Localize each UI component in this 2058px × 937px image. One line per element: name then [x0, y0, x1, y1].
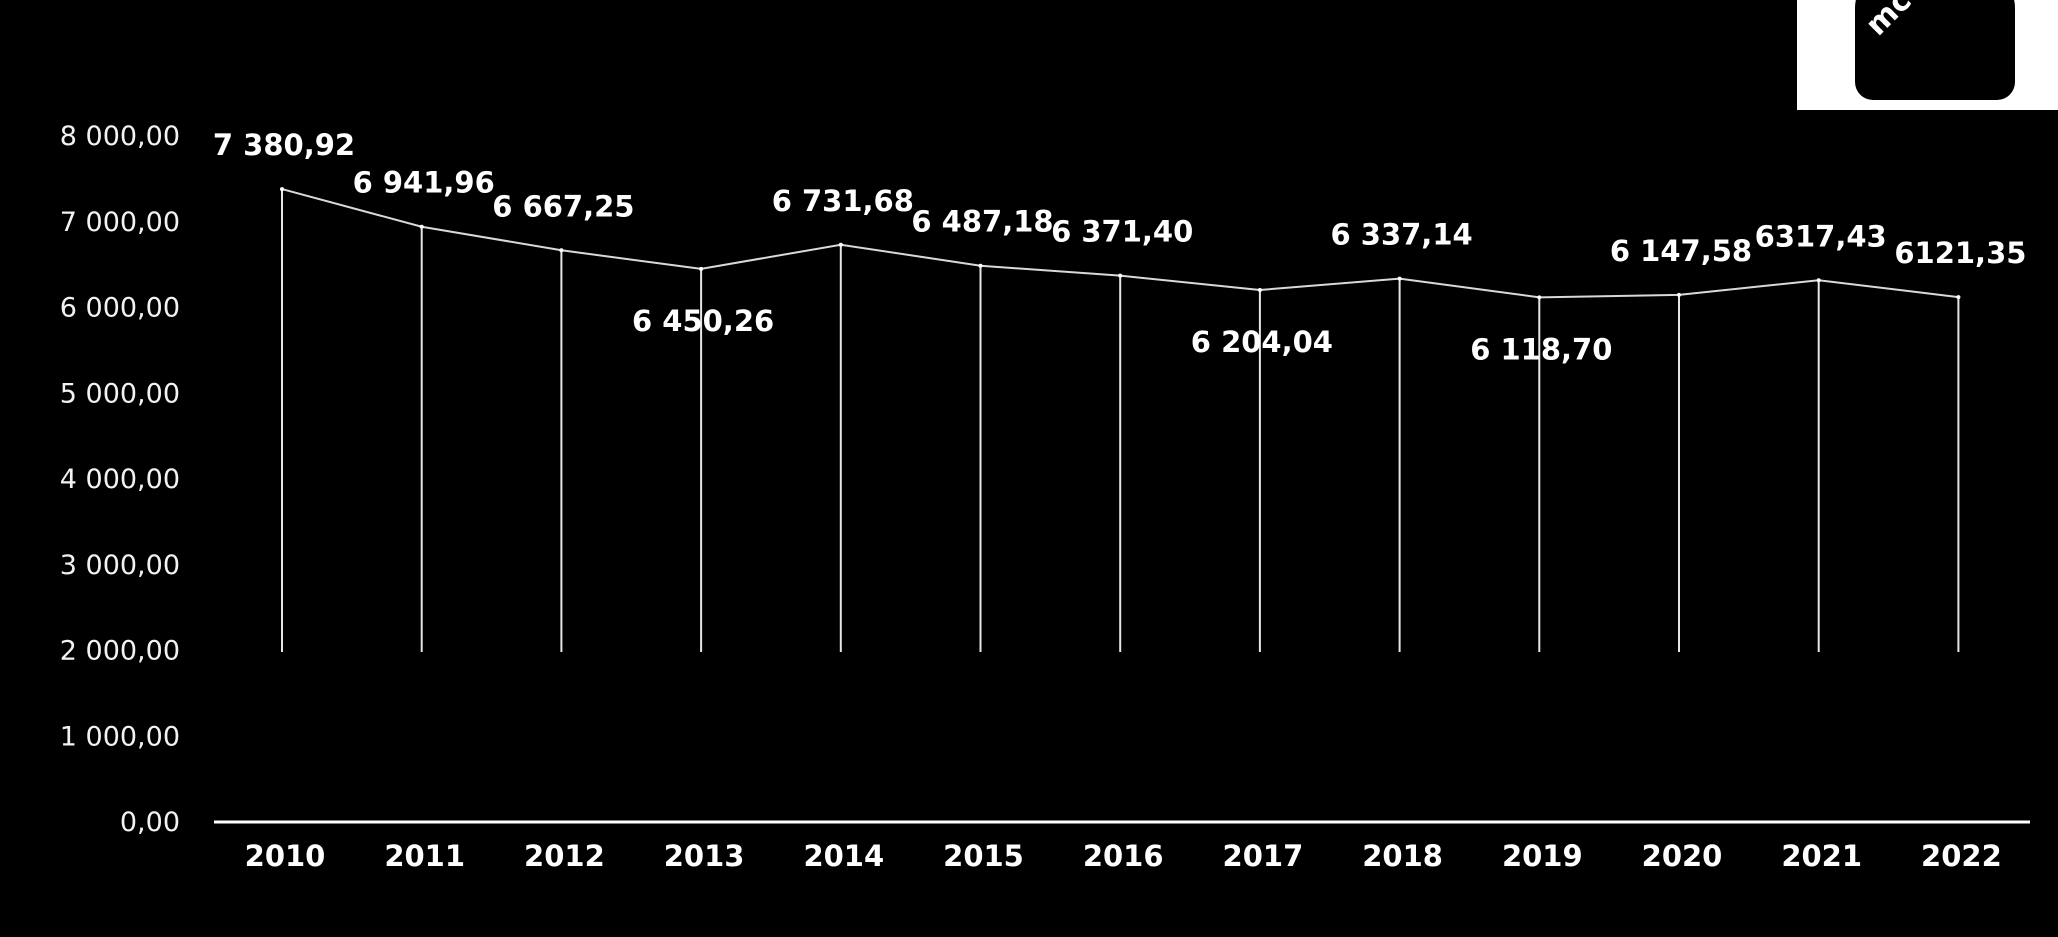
y-tick-label: 8 000,00 [60, 121, 180, 152]
data-label: 6 731,68 [772, 184, 914, 218]
x-tick-label: 2014 [803, 839, 884, 873]
y-tick-label: 4 000,00 [60, 464, 180, 495]
x-tick-label: 2011 [384, 839, 465, 873]
data-point [699, 266, 704, 271]
data-label: 6 667,25 [492, 189, 634, 223]
data-point [838, 242, 843, 247]
y-tick-label: 1 000,00 [60, 721, 180, 752]
data-label: 6 204,04 [1191, 325, 1333, 359]
x-tick-label: 2017 [1223, 839, 1304, 873]
data-point [280, 187, 284, 192]
data-label: 6 941,96 [353, 166, 495, 200]
x-tick-label: 2012 [524, 839, 605, 873]
data-point [1816, 278, 1821, 283]
data-point [419, 224, 424, 229]
data-label: 7 380,92 [213, 128, 355, 162]
x-tick-label: 2010 [245, 839, 326, 873]
x-tick-label: 2022 [1921, 839, 2002, 873]
data-point [559, 248, 564, 253]
data-point [1118, 273, 1123, 278]
data-label: 6 371,40 [1051, 215, 1193, 249]
y-tick-label: 7 000,00 [60, 207, 180, 238]
data-label: 6 487,18 [911, 205, 1053, 239]
logo-badge [1855, 0, 2015, 100]
data-point [978, 263, 983, 268]
data-point [1677, 292, 1681, 297]
x-tick-label: 2019 [1502, 839, 1583, 873]
data-label: 6 450,26 [632, 304, 774, 338]
y-tick-label: 5 000,00 [60, 378, 180, 409]
y-tick-label: 6 000,00 [60, 293, 180, 324]
data-label: 6 118,70 [1470, 332, 1612, 366]
data-point [1537, 295, 1542, 300]
logo-corner: mc [1797, 0, 2058, 110]
data-label: 6121,35 [1894, 236, 2026, 270]
x-tick-label: 2013 [664, 839, 745, 873]
data-label: 6 337,14 [1331, 218, 1473, 252]
y-tick-label: 0,00 [120, 807, 180, 838]
x-tick-label: 2015 [943, 839, 1024, 873]
data-point [1397, 276, 1402, 281]
y-tick-label: 3 000,00 [60, 550, 180, 581]
x-tick-label: 2016 [1083, 839, 1164, 873]
x-tick-label: 2020 [1642, 839, 1723, 873]
data-label: 6 147,58 [1610, 234, 1752, 268]
x-tick-label: 2018 [1362, 839, 1443, 873]
data-point [1956, 295, 1961, 300]
y-tick-label: 2 000,00 [60, 636, 180, 667]
data-point [1257, 288, 1262, 293]
data-label: 6317,43 [1755, 219, 1887, 253]
x-tick-label: 2021 [1781, 839, 1862, 873]
